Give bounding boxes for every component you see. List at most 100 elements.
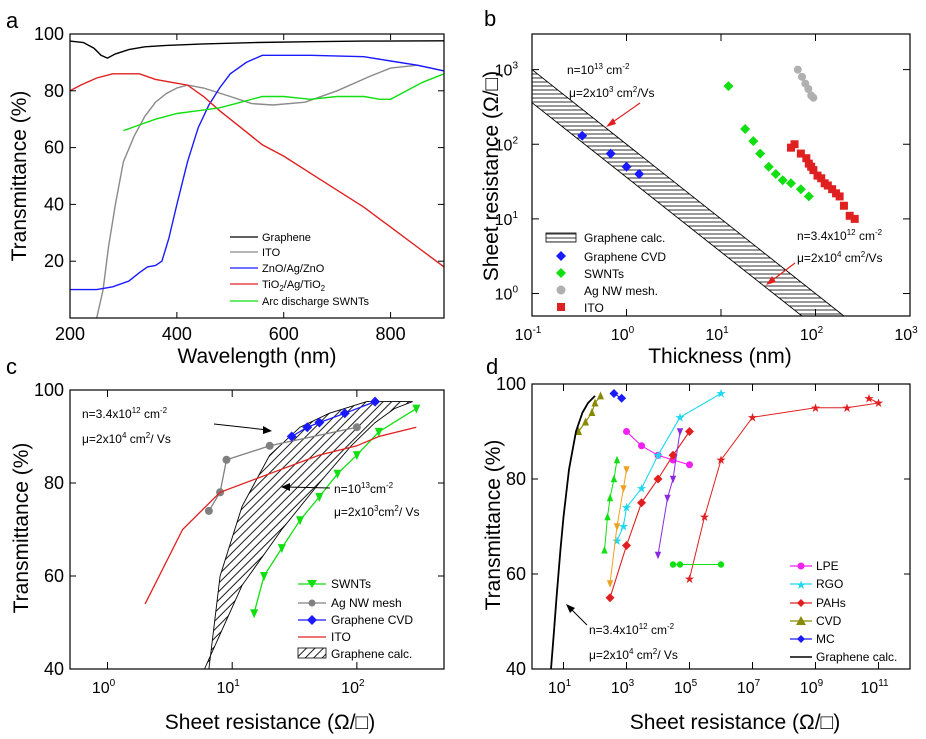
- tick-exponent: 1: [566, 678, 572, 689]
- panel-a-ylabel: Transmittance (%): [8, 91, 31, 262]
- point-pahs: [668, 450, 678, 460]
- panel-label-a: a: [6, 8, 19, 33]
- point-ito: [790, 140, 799, 149]
- extra-point-3: ★: [873, 396, 884, 410]
- point-swnts: [315, 492, 324, 502]
- point-cvd: [582, 417, 590, 426]
- point-ag-nw-mesh: [222, 455, 231, 464]
- extra-point-4: [717, 561, 725, 568]
- extra-point-3: ★: [747, 410, 758, 424]
- point-ag-nw-mesh-: [798, 72, 807, 81]
- legend-d-mc: MC: [816, 632, 835, 646]
- point-graphene-cvd: [621, 161, 632, 172]
- tick-exponent: 1: [512, 210, 518, 221]
- legend-d-lpe: LPE: [816, 559, 839, 573]
- point-swnts: [785, 178, 796, 189]
- extra-point-3: ★: [864, 391, 875, 405]
- extra-point-1: [606, 580, 614, 588]
- extra-point-1: [613, 523, 621, 531]
- extra-point-0: [613, 455, 621, 464]
- point-ag-nw-mesh: [265, 441, 274, 450]
- extra-point-3: ★: [699, 510, 710, 524]
- series-line-pahs: [609, 431, 690, 598]
- legend-swnt: Arc discharge SWNTs: [262, 296, 369, 308]
- svg-text:n=3.4x1012 cm-2: n=3.4x1012 cm-2: [82, 406, 168, 421]
- legend-d-calc: Graphene calc.: [816, 650, 897, 664]
- series-line-rgo: [616, 393, 722, 542]
- point-rgo: ★: [618, 520, 629, 534]
- point-graphene-cvd: [577, 130, 588, 141]
- svg-text:n=3.4x1012 cm-2: n=3.4x1012 cm-2: [589, 622, 675, 637]
- panel-b-legend: Graphene calc. Graphene CVD SWNTs Ag NW …: [545, 231, 666, 315]
- point-swnts: [333, 469, 342, 479]
- point-graphene-cvd: [302, 422, 313, 433]
- y-tick-label: 100: [34, 380, 64, 400]
- tick-exponent: 7: [755, 678, 761, 689]
- point-rgo: ★: [675, 410, 686, 424]
- point-rgo: ★: [621, 501, 632, 515]
- x-tick-label: 101: [217, 678, 241, 697]
- x-tick-label: 109: [800, 678, 824, 697]
- point-mc: [609, 389, 619, 398]
- extra-point-2: [669, 475, 677, 484]
- point-ito: [845, 211, 854, 220]
- point-swnts: [374, 427, 383, 437]
- legend-b-calc: Graphene calc.: [584, 231, 665, 245]
- series-line-graphene: [69, 40, 445, 59]
- x-tick-label: 200: [55, 324, 85, 344]
- y-tick-label: 100: [496, 374, 526, 394]
- panel-c-xlabel: Sheet resistance (Ω/□): [165, 711, 375, 734]
- legend-c-agnw: Ag NW mesh: [331, 596, 402, 610]
- extra-point-0: [604, 512, 611, 521]
- point-ag-nw-mesh-: [804, 84, 813, 93]
- point-ag-nw-mesh: [352, 423, 361, 432]
- svg-text:μ=2x104 cm2/ Vs: μ=2x104 cm2/ Vs: [589, 647, 678, 662]
- extra-point-3: ★: [684, 572, 695, 586]
- svg-text:n=3.4x1012 cm-2: n=3.4x1012 cm-2: [797, 228, 883, 243]
- x-tick-label: 600: [269, 324, 299, 344]
- x-tick-label: 100: [92, 678, 116, 697]
- point-swnts: [770, 168, 781, 179]
- extra-point-2: [654, 551, 662, 560]
- graphene-calc-band: [532, 69, 845, 316]
- panel-d: ★★★★★★★★★★★★ ★ ★★ 101 103 105 107 109 101140608…: [482, 374, 911, 734]
- panel-c-annot-lower: n=1013cm-2 μ=2x103cm2/ Vs: [281, 481, 420, 519]
- panel-d-ylabel: Transmittance (%): [482, 440, 505, 611]
- point-ito: [835, 192, 844, 201]
- point-graphene-cvd: [370, 396, 381, 407]
- panel-a-frame: [69, 33, 445, 319]
- point-swnts: [755, 148, 766, 159]
- svg-text:μ=2x104 cm2/Vs: μ=2x104 cm2/Vs: [797, 250, 883, 265]
- legend-b-cvd: Graphene CVD: [584, 250, 666, 264]
- svg-text:μ=2x103 cm2/Vs: μ=2x103 cm2/Vs: [569, 85, 655, 100]
- tick-exponent: 0: [110, 678, 116, 689]
- point-lpe: [623, 428, 630, 435]
- panel-b-annot-upper: n=1013 cm-2 μ=2x103 cm2/Vs: [567, 62, 655, 127]
- point-lpe: [638, 442, 646, 450]
- point-swnts: [296, 516, 305, 526]
- tick-exponent: 5: [692, 678, 698, 689]
- tick-exponent: 0: [629, 325, 635, 336]
- y-tick-label: 100: [495, 285, 519, 304]
- series-line-arc-discharge-swnts: [123, 73, 445, 132]
- extra-point-2: [664, 494, 671, 503]
- legend-b-swnt: SWNTs: [584, 267, 624, 281]
- point-pahs: [622, 541, 631, 550]
- extra-point-3: ★: [716, 453, 727, 467]
- extra-point-4: [669, 561, 677, 568]
- tick-exponent: 1: [723, 325, 729, 336]
- panel-a-legend: Graphene ITO ZnO/Ag/ZnO TiO2/Ag/TiO2 Arc…: [230, 232, 369, 308]
- legend-d-pahs: PAHs: [816, 596, 846, 610]
- panel-c-annot-upper: n=3.4x1012 cm-2 μ=2x104 cm2/ Vs: [82, 406, 272, 446]
- y-tick-label: 100: [34, 24, 64, 44]
- legend-c-swnt: SWNTs: [331, 577, 371, 591]
- x-tick-label: 10-1: [515, 325, 542, 344]
- extra-trace-3: [689, 397, 881, 579]
- extra-trace-2: [657, 431, 681, 556]
- panel-d-xlabel: Sheet resistance (Ω/□): [630, 711, 840, 734]
- y-tick-label: 40: [506, 659, 526, 679]
- tick-exponent: 3: [912, 325, 918, 336]
- svg-text:n=1013 cm-2: n=1013 cm-2: [567, 62, 630, 77]
